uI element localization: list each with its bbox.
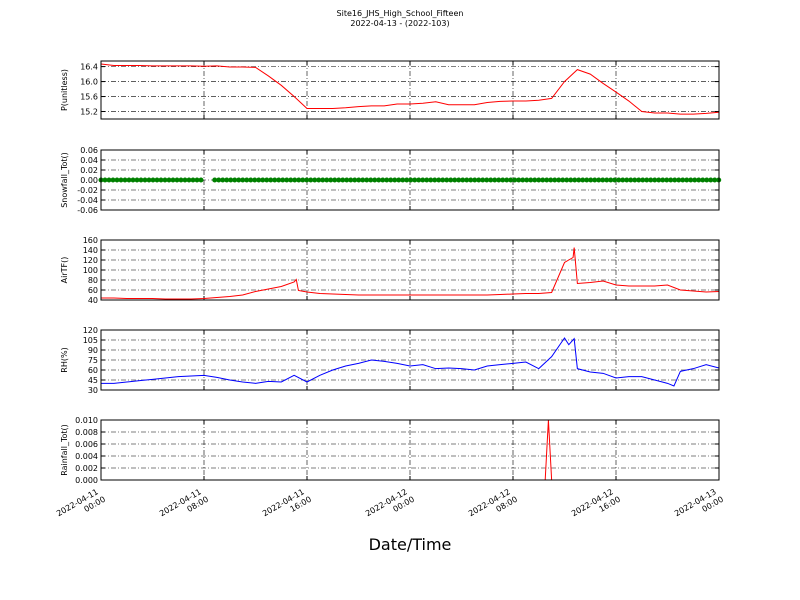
y-tick-label: 15.6 <box>80 93 98 102</box>
y-tick-label: 40 <box>88 296 98 305</box>
y-tick-label: 0.00 <box>80 176 98 185</box>
y-tick-label: 0.02 <box>80 166 98 175</box>
y-tick-label: 80 <box>88 276 98 285</box>
x-tick-label: 2022-04-12 16:00 <box>570 486 622 527</box>
plot-frame <box>100 239 720 301</box>
plot-frame <box>100 60 720 120</box>
x-tick-label: 2022-04-13 00:00 <box>673 486 725 527</box>
y-axis-label: Rainfall_Tot() <box>60 424 69 476</box>
y-tick-label: 90 <box>88 346 98 355</box>
data-line <box>101 247 720 300</box>
x-tick-label: 2022-04-12 00:00 <box>364 486 416 527</box>
y-axis-label: P(unitless) <box>60 69 69 111</box>
plot-frame <box>100 329 720 391</box>
y-tick-label: 45 <box>88 376 98 385</box>
y-tick-label: 0.008 <box>75 428 98 437</box>
y-tick-label: 0.010 <box>75 416 98 425</box>
y-tick-label: 140 <box>83 246 98 255</box>
plot-frame <box>100 419 720 481</box>
y-tick-label: 60 <box>88 366 98 375</box>
y-tick-label: -0.06 <box>77 206 98 215</box>
figure-title: Site16_JHS_High_School_Fifteen <box>337 9 464 18</box>
y-axis-label: AirTF() <box>60 257 69 284</box>
y-tick-label: 0.006 <box>75 440 98 449</box>
plot-frame <box>100 149 720 211</box>
x-tick-label: 2022-04-11 00:00 <box>55 486 107 527</box>
x-tick-label: 2022-04-11 16:00 <box>261 486 313 527</box>
y-tick-label: 160 <box>83 236 98 245</box>
y-tick-label: 0.04 <box>80 156 98 165</box>
y-tick-label: 105 <box>83 336 98 345</box>
y-tick-label: 75 <box>88 356 98 365</box>
y-tick-label: 0.002 <box>75 464 98 473</box>
y-tick-label: 60 <box>88 286 98 295</box>
y-tick-label: 16.0 <box>80 78 98 87</box>
x-tick-label: 2022-04-12 08:00 <box>467 486 519 527</box>
data-line <box>100 63 720 115</box>
y-tick-label: 0.004 <box>75 452 98 461</box>
y-tick-label: 16.4 <box>80 63 98 72</box>
x-axis-label: Date/Time <box>369 535 452 554</box>
y-axis-label: RH(%) <box>60 347 69 372</box>
y-tick-label: -0.02 <box>77 186 98 195</box>
y-tick-label: -0.04 <box>77 196 98 205</box>
figure-subtitle: 2022-04-13 - (2022-103) <box>350 19 449 28</box>
y-tick-label: 0.06 <box>80 146 98 155</box>
y-tick-label: 30 <box>88 386 98 395</box>
y-tick-label: 120 <box>83 256 98 265</box>
data-line <box>101 337 720 387</box>
y-tick-label: 15.2 <box>80 108 98 117</box>
y-tick-label: 120 <box>83 326 98 335</box>
y-tick-label: 0.000 <box>75 476 98 485</box>
y-tick-label: 100 <box>83 266 98 275</box>
y-axis-label: Snowfall_Tot() <box>60 152 69 208</box>
x-tick-label: 2022-04-11 08:00 <box>158 486 210 527</box>
